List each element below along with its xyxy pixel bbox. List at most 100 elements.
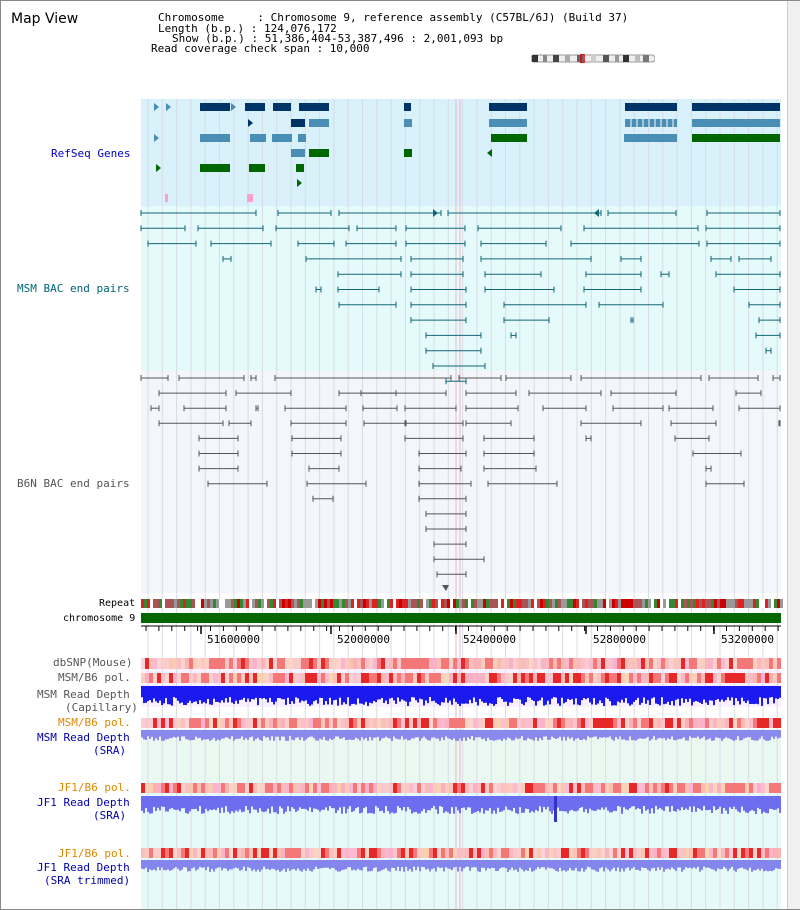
jf1-sra-depth-bar <box>453 796 455 814</box>
msm-b6-sra-pol-cell <box>561 718 565 728</box>
msm-b6-pol-cell <box>201 673 205 683</box>
track-label-dbsnp[interactable]: dbSNP(Mouse) <box>53 656 133 669</box>
msm-capillary-depth-bar <box>227 686 229 703</box>
msm-sra-depth-bar <box>343 730 345 738</box>
msm-sra-depth-bar <box>183 730 185 737</box>
jf1-b6-pol-cell <box>529 783 533 793</box>
msm-b6-sra-pol-cell <box>177 718 181 728</box>
chromosome-ideogram[interactable] <box>531 54 655 63</box>
jf1-trimmed-depth-bar <box>411 860 413 872</box>
jf1-sra-depth-bar <box>629 796 631 809</box>
jf1-b6-pol-cell <box>773 783 777 793</box>
msm-capillary-depth-bar <box>419 686 421 699</box>
jf1-b6-pol-2-cell <box>745 848 749 858</box>
msm-b6-sra-pol-cell <box>601 718 605 728</box>
jf1-b6-pol-2-cell <box>717 848 721 858</box>
msm-sra-depth-bar <box>455 730 457 741</box>
dbsnp-heat-cell <box>305 658 309 669</box>
msm-capillary-depth-bar <box>467 686 469 704</box>
msm-b6-pol-cell <box>313 673 317 683</box>
msm-capillary-depth-bar <box>555 686 557 698</box>
repeat-segment <box>204 599 207 608</box>
track-label-jf1-depth-trimmed[interactable]: JF1 Read Depth <box>37 861 130 874</box>
jf1-trimmed-depth-bar <box>523 860 525 872</box>
jf1-trimmed-depth-bar <box>289 860 291 871</box>
jf1-b6-pol-2-cell <box>189 848 193 858</box>
track-label-refseq[interactable]: RefSeq Genes <box>51 147 131 160</box>
jf1-sra-depth-bar <box>403 796 405 807</box>
repeat-segment <box>180 599 183 608</box>
jf1-trimmed-depth-bar <box>715 860 717 872</box>
track-label-msm-depth-capillary[interactable]: MSM Read Depth <box>37 688 130 701</box>
msm-capillary-depth-bar <box>755 686 757 704</box>
jf1-trimmed-depth-bar <box>147 860 149 872</box>
jf1-trimmed-depth-bar <box>171 860 173 870</box>
track-label-msm-bac[interactable]: MSM BAC end pairs <box>17 282 130 295</box>
jf1-sra-depth-bar <box>189 796 191 812</box>
track-label-msm-b6-pol-sra[interactable]: MSM/B6 pol. <box>58 716 131 729</box>
jf1-trimmed-depth-bar <box>423 860 425 868</box>
track-label-b6n-bac[interactable]: B6N BAC end pairs <box>17 477 130 490</box>
msm-capillary-depth-bar <box>581 686 583 701</box>
track-label-jf1-depth[interactable]: JF1 Read Depth <box>37 796 130 809</box>
jf1-trimmed-depth-bar <box>531 860 533 872</box>
track-label-jf1-b6-pol[interactable]: JF1/B6 pol. <box>58 781 131 794</box>
msm-sra-depth-bar <box>401 730 403 737</box>
msm-sra-depth-bar <box>683 730 685 738</box>
jf1-sra-depth-bar <box>233 796 235 813</box>
msm-capillary-depth-bar <box>573 686 575 705</box>
track-label-jf1-b6-pol-2[interactable]: JF1/B6 pol. <box>58 847 131 860</box>
msm-sra-depth-bar <box>599 730 601 738</box>
msm-capillary-depth-bar <box>351 686 353 705</box>
msm-capillary-depth-bar <box>621 686 623 700</box>
msm-capillary-depth-bar <box>599 686 601 701</box>
dbsnp-heat-cell <box>209 658 213 669</box>
repeat-segment <box>156 599 159 608</box>
msm-b6-pol-cell <box>149 673 153 683</box>
jf1-trimmed-depth-bar <box>561 860 563 872</box>
jf1-trimmed-depth-bar <box>295 860 297 871</box>
msm-capillary-depth-bar <box>455 686 457 702</box>
gene-block <box>245 103 265 111</box>
jf1-trimmed-depth-bar <box>617 860 619 868</box>
jf1-sra-depth-bar <box>551 796 553 814</box>
vertical-scrollbar[interactable] <box>787 1 800 909</box>
msm-sra-depth-bar <box>659 730 661 738</box>
jf1-sra-depth-bar <box>697 796 699 809</box>
jf1-b6-pol-2-cell <box>301 848 305 858</box>
msm-capillary-depth-bar <box>643 686 645 698</box>
repeat-segment <box>597 599 600 608</box>
msm-capillary-depth-bar <box>561 686 563 698</box>
msm-sra-depth-bar <box>699 730 701 740</box>
msm-sra-depth-bar <box>331 730 333 740</box>
jf1-sra-depth-bar <box>379 796 381 812</box>
msm-capillary-depth-bar <box>521 686 523 704</box>
jf1-sra-depth-bar <box>249 796 251 814</box>
track-label-msm-b6-pol[interactable]: MSM/B6 pol. <box>58 671 131 684</box>
msm-b6-pol-cell <box>261 673 265 683</box>
msm-capillary-depth-bar <box>603 686 605 706</box>
jf1-b6-pol-2-cell <box>629 848 633 858</box>
msm-capillary-depth-bar <box>735 686 737 699</box>
msm-b6-pol-cell <box>429 673 433 683</box>
msm-capillary-depth-bar <box>169 686 171 705</box>
msm-sra-depth-bar <box>397 730 399 740</box>
msm-b6-sra-pol-cell <box>457 718 461 728</box>
track-label-jf1-depth-sub: (SRA) <box>93 809 127 822</box>
jf1-sra-depth-bar <box>267 796 269 809</box>
msm-sra-depth-bar <box>687 730 689 741</box>
msm-sra-depth-bar <box>639 730 641 739</box>
repeat-segment <box>606 599 609 608</box>
track-label-msm-depth-sra[interactable]: MSM Read Depth <box>37 731 130 744</box>
msm-capillary-depth-bar <box>305 686 307 701</box>
msm-sra-depth-bar <box>289 730 291 737</box>
msm-capillary-depth-bar <box>705 686 707 703</box>
msm-capillary-depth-bar <box>741 686 743 698</box>
jf1-b6-pol-2-cell <box>153 848 157 858</box>
msm-capillary-depth-bar <box>425 686 427 701</box>
jf1-trimmed-depth-bar <box>141 860 143 869</box>
jf1-trimmed-depth-bar <box>691 860 693 869</box>
gene-block <box>291 119 305 127</box>
jf1-b6-pol-2-cell <box>721 848 725 858</box>
msm-capillary-depth-bar <box>333 686 335 701</box>
